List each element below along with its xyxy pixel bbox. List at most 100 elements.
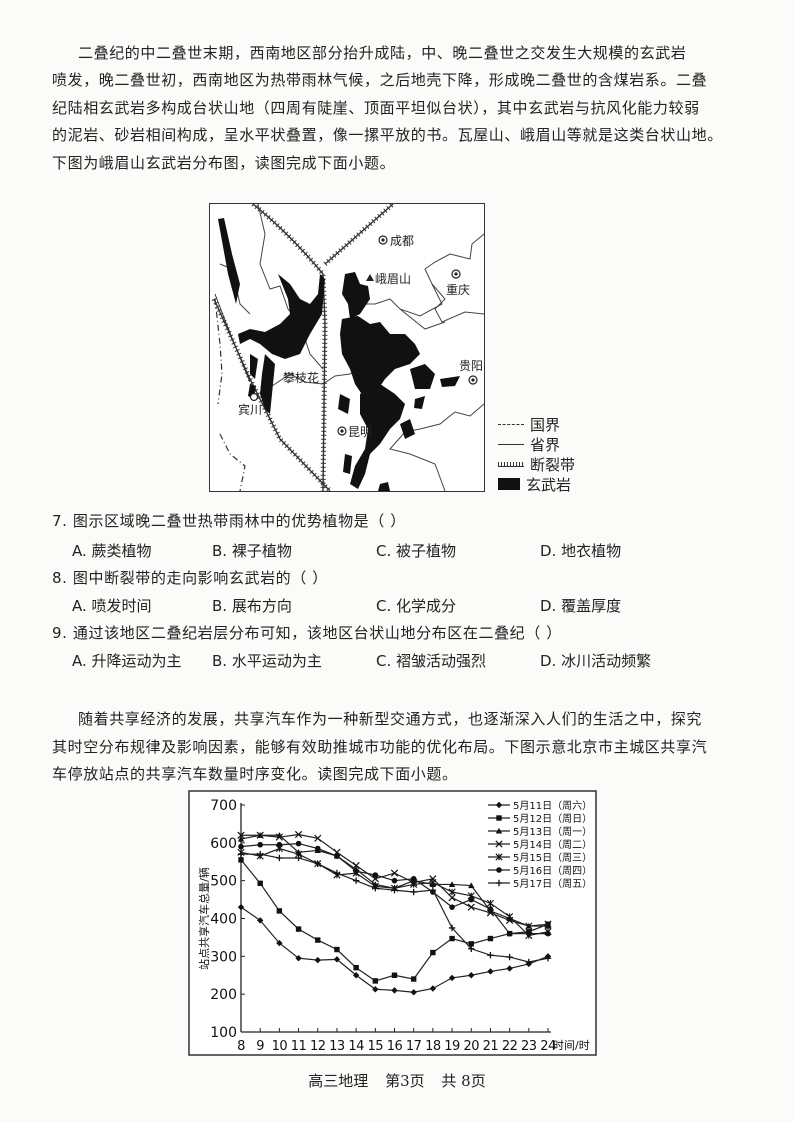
- legend-entry: 5月14日（周二）: [513, 839, 592, 851]
- footer-subject: 高三地理: [308, 1072, 369, 1090]
- data-point: [487, 906, 494, 912]
- data-point: [352, 972, 360, 979]
- data-point: [448, 894, 456, 902]
- y-tick-label: 400: [210, 912, 237, 928]
- y-axis-label: 站点共享汽车总量/辆: [197, 867, 211, 970]
- data-point: [256, 850, 264, 858]
- data-point: [275, 833, 283, 841]
- q7-option-a: A. 蕨类植物: [72, 542, 152, 560]
- data-point: [314, 860, 321, 867]
- mountain-emei: 峨眉山: [366, 272, 411, 286]
- q9-option-b: B. 水平运动为主: [212, 652, 322, 670]
- legend-basalt: 玄武岩: [498, 474, 575, 494]
- x-tick-label: 10: [272, 1039, 288, 1054]
- footer-total: 共 8页: [441, 1072, 486, 1090]
- data-point: [334, 946, 340, 953]
- y-tick-label: 100: [210, 1025, 237, 1041]
- svg-text:峨眉山: 峨眉山: [375, 272, 411, 286]
- data-point: [390, 869, 399, 877]
- data-point: [468, 945, 475, 952]
- data-point: [314, 845, 321, 852]
- data-point: [448, 924, 456, 932]
- data-point: [276, 908, 283, 914]
- question-9-stem: 9. 通过该地区二叠纪岩层分布可知，该地区台状山地分布区在二叠纪（ ）: [52, 624, 562, 642]
- data-point: [467, 903, 475, 911]
- legend-marker: [495, 827, 503, 834]
- data-point: [410, 875, 417, 882]
- national-border: [214, 298, 246, 492]
- svg-text:宾川: 宾川: [238, 402, 262, 417]
- data-point: [372, 885, 379, 892]
- data-point: [525, 922, 533, 930]
- data-point: [448, 974, 456, 982]
- q9-option-a: A. 升降运动为主: [72, 652, 182, 670]
- legend-marker: [496, 815, 502, 821]
- y-tick-label: 200: [210, 987, 237, 1003]
- data-point: [468, 972, 475, 979]
- passage-line: 二叠纪的中二叠世末期，西南地区部分抬升成陆，中、晚二叠世之交发生大规模的玄武岩: [78, 44, 687, 62]
- data-point: [448, 888, 456, 896]
- data-point: [487, 968, 494, 975]
- data-point: [257, 880, 263, 887]
- city-kunming: 昆明: [337, 425, 372, 439]
- legend-marker: [495, 801, 503, 809]
- data-point: [237, 850, 245, 858]
- legend-entry: 5月17日（周五）: [513, 878, 592, 890]
- legend-province-border: 省界: [498, 434, 575, 454]
- data-point: [486, 899, 495, 907]
- data-point: [448, 881, 456, 888]
- x-tick-label: 17: [406, 1039, 422, 1054]
- data-point: [294, 830, 303, 839]
- data-point: [468, 896, 475, 903]
- data-point: [238, 843, 244, 850]
- x-tick-label: 13: [329, 1039, 345, 1054]
- data-point: [295, 854, 302, 862]
- x-tick-label: 8: [237, 1039, 245, 1054]
- svg-text:成都: 成都: [390, 234, 414, 248]
- data-point: [238, 857, 244, 863]
- data-point: [410, 976, 417, 982]
- question-7-stem: 7. 图示区域晚二叠世热带雨林中的优势植物是（ ）: [52, 512, 406, 530]
- data-point: [256, 831, 264, 839]
- y-tick-label: 500: [210, 874, 237, 890]
- data-point: [487, 951, 494, 959]
- data-point: [295, 926, 302, 932]
- legend-marker: [495, 853, 503, 861]
- city-guiyang: 贵阳: [459, 359, 483, 385]
- x-tick-label: 23: [521, 1039, 537, 1054]
- data-point: [276, 841, 283, 848]
- svg-text:贵阳: 贵阳: [459, 359, 483, 373]
- q8-option-d: D. 覆盖厚度: [540, 597, 622, 615]
- legend-entry: 5月12日（周日）: [513, 813, 592, 825]
- data-point: [372, 978, 379, 984]
- map-legend: 国界 省界 断裂带 玄武岩: [498, 414, 575, 494]
- x-tick-label: 20: [463, 1039, 479, 1054]
- y-tick-label: 700: [210, 798, 237, 814]
- data-point: [314, 834, 322, 842]
- x-tick-label: 14: [348, 1039, 364, 1054]
- passage-line: 的泥岩、砂岩相间构成，呈水平状叠置，像一摞平放的书。瓦屋山、峨眉山等就是这类台状…: [52, 126, 723, 144]
- city-binchuan: 宾川: [238, 392, 262, 417]
- svg-text:昆明: 昆明: [348, 425, 372, 439]
- x-tick-label: 18: [425, 1039, 441, 1054]
- data-point: [449, 935, 455, 942]
- data-point: [391, 972, 398, 978]
- data-point: [544, 920, 552, 928]
- basalt-distribution-map: 成都 重庆 贵阳 昆明 攀枝花 宾川 峨眉山: [209, 202, 485, 493]
- data-point: [506, 953, 513, 961]
- data-point: [276, 939, 283, 947]
- data-point: [487, 935, 494, 942]
- data-point: [506, 930, 513, 937]
- legend-fault-zone: 断裂带: [498, 454, 575, 474]
- data-point: [449, 904, 455, 910]
- data-point: [544, 922, 552, 929]
- data-point: [237, 831, 245, 839]
- data-point: [352, 877, 360, 884]
- passage-line: 喷发，晚二叠世初，西南地区为热带雨林气候，之后地壳下降，形成晚二叠世的含煤岩系。…: [52, 71, 708, 89]
- data-point: [334, 853, 340, 859]
- data-point: [430, 949, 436, 956]
- q8-option-b: B. 展布方向: [212, 597, 292, 615]
- data-point: [544, 955, 552, 962]
- passage-line: 车停放站点的共享汽车数量时序变化。读图完成下面小题。: [52, 765, 458, 783]
- legend-marker: [495, 879, 503, 887]
